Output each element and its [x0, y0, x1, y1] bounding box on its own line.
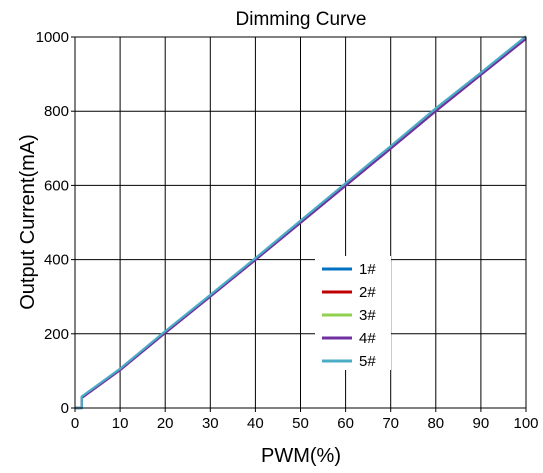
- x-tick-labels: 0 10 20 30 40 50 60 70 80 90 100: [71, 408, 539, 432]
- legend-label-4: 4#: [359, 330, 376, 347]
- legend-label-1: 1#: [359, 261, 376, 278]
- x-tick-label: 80: [427, 415, 444, 432]
- y-axis-title: Output Current(mA): [17, 134, 39, 310]
- x-tick-label: 100: [513, 415, 538, 432]
- legend-label-2: 2#: [359, 284, 376, 301]
- series-lines: [75, 35, 527, 410]
- x-tick-label: 30: [202, 415, 219, 432]
- y-tick-label: 800: [44, 103, 69, 120]
- x-axis-title: PWM(%): [261, 445, 341, 467]
- x-tick-label: 90: [473, 415, 490, 432]
- y-tick-label: 600: [44, 177, 69, 194]
- x-tick-label: 70: [382, 415, 399, 432]
- x-tick-label: 50: [292, 415, 309, 432]
- legend-box: [315, 256, 391, 370]
- x-tick-label: 60: [337, 415, 354, 432]
- y-tick-label: 0: [61, 400, 69, 417]
- chart-title: Dimming Curve: [236, 9, 367, 30]
- legend-label-5: 5#: [359, 353, 376, 370]
- series-line-5: [75, 35, 527, 410]
- y-tick-labels: 0 200 400 600 800 1000: [36, 29, 75, 417]
- x-tick-label: 0: [71, 415, 79, 432]
- legend-label-3: 3#: [359, 307, 376, 324]
- x-tick-label: 20: [157, 415, 174, 432]
- legend: 1# 2# 3# 4# 5#: [315, 256, 391, 370]
- x-tick-label: 10: [112, 415, 129, 432]
- y-tick-label: 200: [44, 326, 69, 343]
- y-tick-label: 1000: [36, 29, 69, 46]
- y-tick-label: 400: [44, 252, 69, 269]
- x-tick-label: 40: [247, 415, 264, 432]
